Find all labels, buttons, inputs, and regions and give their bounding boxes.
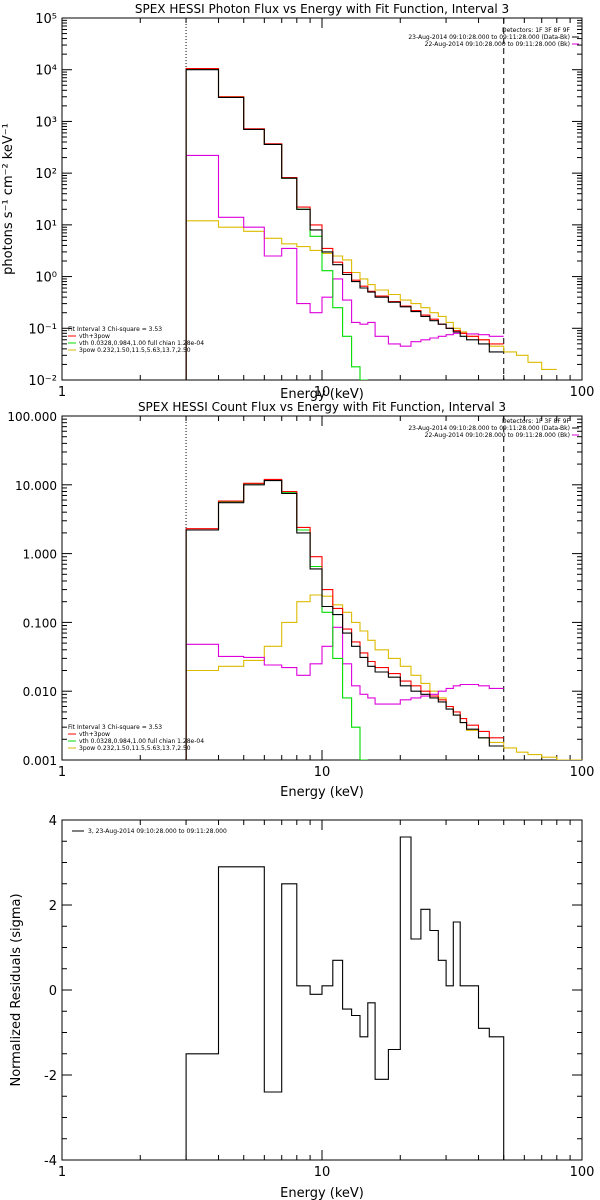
legend-entry: vth+3pow bbox=[79, 333, 110, 340]
y-axis-label: Normalized Residuals (sigma) bbox=[9, 893, 24, 1086]
x-tick-label: 1 bbox=[58, 385, 66, 400]
y-tick-label: 10³ bbox=[35, 115, 57, 130]
y-tick-label: 4 bbox=[49, 814, 57, 829]
legend-entry: 22-Aug-2014 09:10:28.000 to 09:11:28.000… bbox=[425, 41, 570, 48]
y-tick-label: 10⁻² bbox=[28, 374, 57, 389]
legend-entry: Detectors: 1F 3F 8F 9F bbox=[502, 27, 571, 34]
chart-title: SPEX HESSI Photon Flux vs Energy with Fi… bbox=[135, 2, 509, 16]
x-tick-label: 10 bbox=[314, 385, 331, 400]
legend-entry: 23-Aug-2014 09:10:28.000 to 09:11:28.000… bbox=[408, 34, 570, 41]
x-tick-label: 10 bbox=[314, 765, 331, 780]
legend-entry: Fit Interval 3 Chi-square = 3.53 bbox=[68, 724, 162, 731]
legend-entry: Fit Interval 3 Chi-square = 3.53 bbox=[68, 326, 162, 333]
legend-entry: vth+3pow bbox=[79, 731, 110, 738]
series-yellow-line bbox=[185, 594, 582, 760]
x-tick-label: 100 bbox=[570, 385, 595, 400]
x-tick-label: 100 bbox=[570, 765, 595, 780]
series-magenta-line bbox=[185, 626, 504, 760]
x-tick-label: 100 bbox=[570, 1165, 595, 1180]
y-tick-label: 10² bbox=[35, 167, 57, 182]
chart-panel-1: SPEX HESSI Photon Flux vs Energy with Fi… bbox=[1, 2, 594, 402]
x-tick-label: 10 bbox=[314, 1165, 331, 1180]
x-axis-label: Energy (keV) bbox=[280, 387, 364, 402]
x-tick-label: 1 bbox=[58, 765, 66, 780]
x-axis-label: Energy (keV) bbox=[280, 1186, 364, 1200]
series-black-line bbox=[185, 836, 505, 1160]
legend-entry: Detectors: 1F 3F 8F 9F bbox=[502, 418, 571, 425]
series-black-line bbox=[185, 480, 504, 760]
y-tick-label: 0.010 bbox=[23, 685, 57, 699]
y-tick-label: 100.000 bbox=[7, 410, 57, 424]
legend-entry: 3pow 0.232,1.50,11.5,5.63,13.7,2.50 bbox=[79, 347, 191, 354]
y-tick-label: 10¹ bbox=[35, 219, 57, 234]
legend-entry: vth 0.0328,0.984,1.00 full chian 1.28e-0… bbox=[79, 340, 204, 347]
legend-entry: 3pow 0.232,1.50,11.5,5.63,13.7,2.50 bbox=[79, 745, 191, 752]
y-tick-label: 0.001 bbox=[23, 754, 57, 768]
y-tick-label: 10⁻¹ bbox=[28, 322, 57, 337]
chart-title: SPEX HESSI Count Flux vs Energy with Fit… bbox=[138, 400, 506, 414]
x-tick-label: 1 bbox=[58, 1165, 66, 1180]
y-tick-label: 10⁰ bbox=[35, 271, 57, 286]
x-axis-label: Energy (keV) bbox=[280, 785, 364, 800]
series-magenta-line bbox=[185, 154, 504, 380]
y-tick-label: 0.100 bbox=[23, 616, 57, 630]
series-green-line bbox=[185, 479, 368, 760]
legend-entry: 23-Aug-2014 09:10:28.000 to 09:11:28.000… bbox=[408, 425, 570, 432]
series-yellow-line bbox=[185, 220, 557, 380]
legend-entry: vth 0.0328,0.984,1.00 full chian 1.28e-0… bbox=[79, 738, 204, 745]
y-axis-label: photons s⁻¹ cm⁻² keV⁻¹ bbox=[1, 123, 16, 275]
y-tick-label: 2 bbox=[49, 899, 57, 914]
series-black-line bbox=[185, 69, 504, 380]
y-tick-label: 0 bbox=[49, 984, 57, 999]
chart-panel-2: SPEX HESSI Count Flux vs Energy with Fit… bbox=[7, 400, 594, 800]
y-tick-label: -2 bbox=[44, 1069, 57, 1084]
series-green-line bbox=[185, 68, 368, 380]
chart-panel-3: 1 10 100 Energy (keV) -4 -2 0 2 4 Normalized Resi… bbox=[9, 814, 594, 1200]
legend-entry: 22-Aug-2014 09:10:28.000 to 09:11:28.000… bbox=[425, 432, 570, 439]
legend-entry: 3, 23-Aug-2014 09:10:28.000 to 09:11:28.… bbox=[88, 828, 227, 835]
y-tick-label: 10⁵ bbox=[35, 12, 57, 27]
y-tick-label: 10.000 bbox=[15, 479, 57, 493]
y-tick-label: 10⁴ bbox=[35, 64, 57, 79]
series-red-line bbox=[185, 478, 504, 760]
y-tick-label: 1.000 bbox=[23, 548, 57, 562]
y-tick-label: -4 bbox=[44, 1154, 57, 1169]
